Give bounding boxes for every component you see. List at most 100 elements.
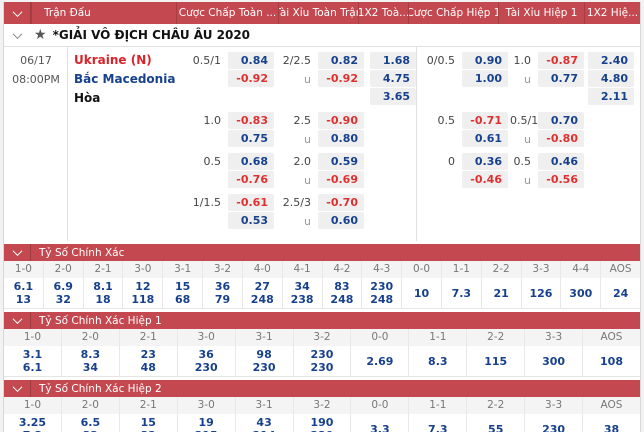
score-odds[interactable]: 2.69 [366,354,394,368]
odds-value[interactable]: -0.87 [538,52,584,69]
odds-value[interactable]: -0.46 [462,171,508,188]
score-odds[interactable]: 230 [542,422,566,432]
odds-value[interactable]: -0.56 [538,171,584,188]
score-odds[interactable]: 68 [175,293,191,306]
score-odds[interactable]: 248 [330,293,354,306]
score-odds[interactable]: 55 [488,422,504,432]
column-header-match[interactable]: Trận Đấu [31,2,176,24]
odds-value[interactable]: 0.70 [538,112,584,129]
odds-value[interactable]: -0.76 [228,171,274,188]
score-odds[interactable]: 79 [214,293,231,306]
score-odds[interactable]: 300 [542,354,566,368]
star-icon[interactable]: ★ [34,27,47,43]
score-odds[interactable]: 230 [370,280,394,293]
score-odds[interactable]: 48 [140,361,156,374]
section-header-bar[interactable]: Tỷ Số Chính Xác [4,244,640,261]
score-odds[interactable]: 36 [198,348,214,361]
score-odds[interactable]: 230 [310,348,334,361]
score-odds[interactable]: 118 [131,293,155,306]
score-odds[interactable]: 8.3 [428,354,448,368]
odds-value[interactable]: -0.92 [228,70,274,87]
score-odds[interactable]: 230 [252,361,276,374]
score-odds[interactable]: 24 [612,286,629,300]
column-header-ft-1x2[interactable]: 1X2 Toà... [358,2,408,24]
score-odds[interactable]: 6.5 [80,416,101,429]
odds-value[interactable]: 0.36 [462,153,508,170]
odds-value[interactable]: 0.68 [228,153,274,170]
score-odds[interactable]: 108 [600,354,623,368]
score-odds[interactable]: 6.1 [22,361,43,374]
column-header-h1-over-under[interactable]: Tài Xỉu Hiệp 1 [498,2,584,24]
collapse-all-button[interactable] [4,2,31,24]
odds-value[interactable]: 1.00 [462,70,508,87]
score-odds[interactable]: 230 [194,361,218,374]
score-odds[interactable]: 36 [214,280,231,293]
score-odds[interactable]: 238 [290,293,314,306]
score-odds[interactable]: 18 [95,293,111,306]
score-odds[interactable]: 3.25 [18,416,47,429]
score-odds[interactable]: 32 [55,293,71,306]
section-header-bar[interactable]: Tỷ Số Chính Xác Hiệp 1 [4,312,640,329]
odds-value[interactable]: -0.70 [318,194,364,211]
odds-value[interactable]: 2.11 [588,88,634,105]
odds-value[interactable]: 0.59 [318,153,364,170]
score-odds[interactable]: 190 [310,416,334,429]
section-collapse-button[interactable] [4,380,31,397]
score-odds[interactable]: 248 [370,293,394,306]
odds-value[interactable]: 0.53 [228,212,274,229]
score-odds[interactable]: 32 [62,429,119,432]
odds-value[interactable]: 0.61 [462,130,508,147]
odds-value[interactable]: -0.92 [318,70,364,87]
score-odds[interactable]: 19 [198,416,214,429]
odds-value[interactable]: 0.84 [228,52,274,69]
odds-value[interactable]: -0.83 [228,112,274,129]
score-odds[interactable]: 13 [15,293,32,306]
odds-value[interactable]: 0.46 [538,153,584,170]
score-odds[interactable]: 230 [294,429,351,432]
score-odds[interactable]: 126 [529,286,553,300]
score-odds[interactable]: 3.1 [22,348,43,361]
column-header-h1-1x2[interactable]: 1X2 Hiệ... [584,2,640,24]
odds-value[interactable]: 3.65 [370,88,416,105]
score-odds[interactable]: 300 [569,286,593,300]
score-odds[interactable]: 32 [120,429,177,432]
odds-value[interactable]: -0.80 [538,130,584,147]
score-odds[interactable]: 98 [256,348,272,361]
odds-value[interactable]: -0.69 [318,171,364,188]
league-collapse-button[interactable] [4,28,30,39]
score-odds[interactable]: 8.3 [80,348,101,361]
column-header-ft-over-under[interactable]: Tài Xỉu Toàn Trận [278,2,358,24]
score-odds[interactable]: 15 [140,416,156,429]
column-header-ft-handicap[interactable]: Cược Chấp Toàn ... [176,2,278,24]
score-odds[interactable]: 27 [254,280,270,293]
odds-value[interactable]: 4.75 [370,70,416,87]
score-odds[interactable]: 3.3 [370,422,390,432]
section-collapse-button[interactable] [4,244,31,261]
section-header-bar[interactable]: Tỷ Số Chính Xác Hiệp 2 [4,380,640,397]
odds-value[interactable]: 1.68 [370,52,416,69]
score-odds[interactable]: 83 [334,280,350,293]
score-odds[interactable]: 6.9 [53,280,73,293]
odds-value[interactable]: 0.90 [462,52,508,69]
score-odds[interactable]: 34 [294,280,310,293]
score-odds[interactable]: 8.1 [93,280,113,293]
score-odds[interactable]: 7.3 [451,286,472,300]
column-header-h1-handicap[interactable]: Cược Chấp Hiệp 1 [408,2,498,24]
score-odds[interactable]: 214 [236,429,293,432]
score-odds[interactable]: 43 [256,416,272,429]
score-odds[interactable]: 38 [603,422,620,432]
score-odds[interactable]: 215 [178,429,235,432]
odds-value[interactable]: 0.60 [318,212,364,229]
odds-value[interactable]: 0.75 [228,130,274,147]
odds-value[interactable]: -0.61 [228,194,274,211]
score-odds[interactable]: 12 [135,280,151,293]
score-odds[interactable]: 15 [175,280,191,293]
score-odds[interactable]: 10 [413,286,430,300]
odds-value[interactable]: 0.80 [318,130,364,147]
league-row[interactable]: ★ *GIẢI VÔ ĐỊCH CHÂU ÂU 2020 [4,24,640,47]
odds-value[interactable]: 2.40 [588,52,634,69]
odds-value[interactable]: 4.80 [588,70,634,87]
odds-value[interactable]: 0.77 [538,70,584,87]
score-odds[interactable]: 21 [493,286,509,300]
odds-value[interactable]: -0.71 [462,112,508,129]
